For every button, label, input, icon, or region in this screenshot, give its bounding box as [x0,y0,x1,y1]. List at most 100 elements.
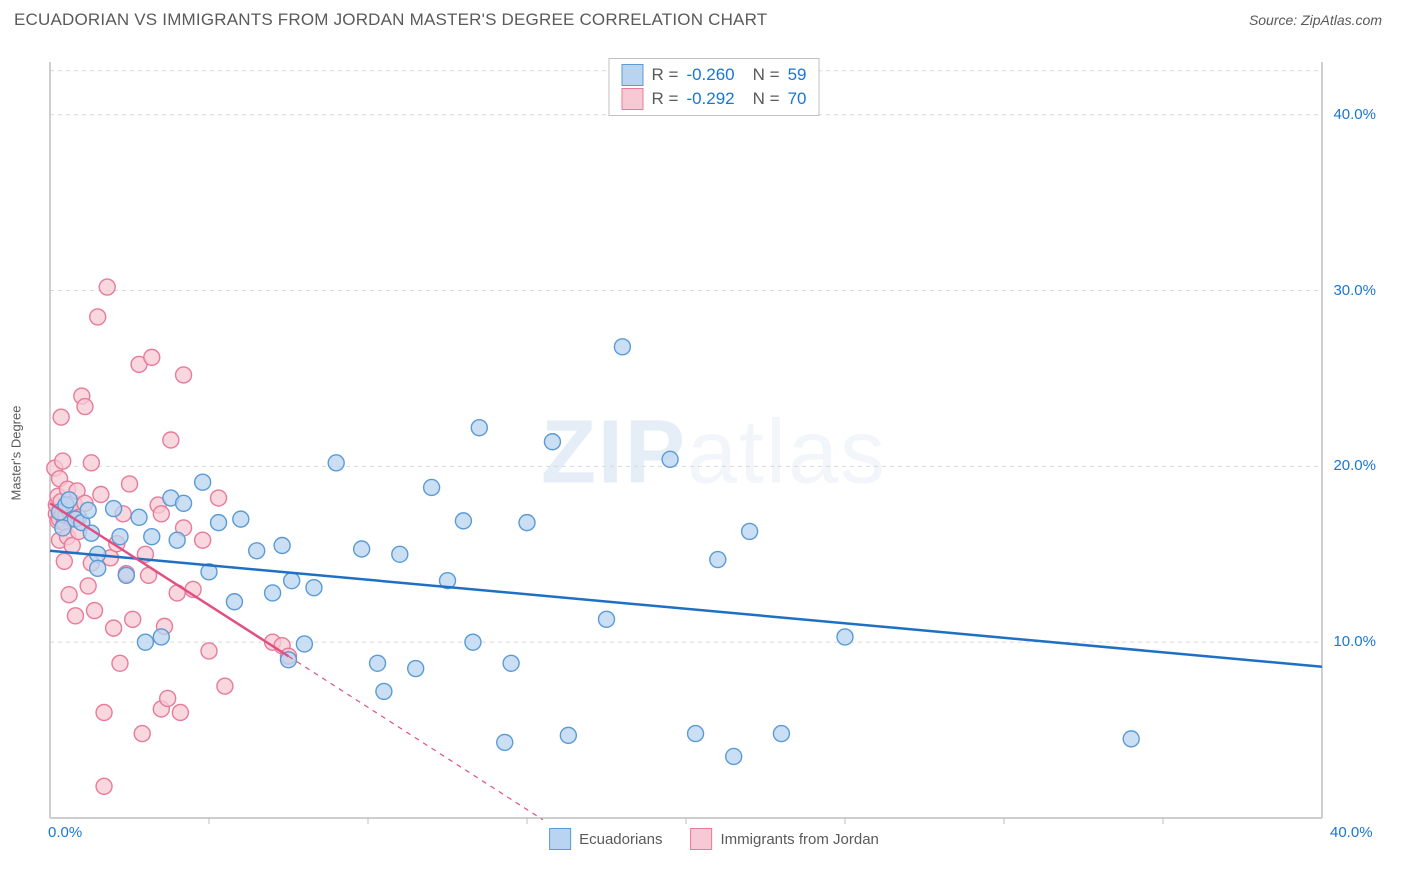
point-ecuadorians [226,594,242,610]
point-ecuadorians [614,339,630,355]
point-ecuadorians [497,734,513,750]
y-tick-label: 20.0% [1333,457,1376,474]
point-ecuadorians [265,585,281,601]
series-legend: Ecuadorians Immigrants from Jordan [549,828,879,850]
point-ecuadorians [599,611,615,627]
point-immigrants-from-jordan [56,553,72,569]
point-ecuadorians [176,495,192,511]
point-immigrants-from-jordan [80,578,96,594]
point-ecuadorians [710,552,726,568]
legend-row-ecuadorians: R = -0.260 N = 59 [622,63,807,87]
point-ecuadorians [392,546,408,562]
point-immigrants-from-jordan [67,608,83,624]
point-immigrants-from-jordan [93,487,109,503]
point-immigrants-from-jordan [201,643,217,659]
point-immigrants-from-jordan [122,476,138,492]
point-immigrants-from-jordan [211,490,227,506]
correlation-legend: R = -0.260 N = 59 R = -0.292 N = 70 [609,58,820,116]
point-ecuadorians [688,726,704,742]
chart-title: ECUADORIAN VS IMMIGRANTS FROM JORDAN MAS… [14,10,767,30]
point-ecuadorians [112,529,128,545]
point-ecuadorians [144,529,160,545]
point-ecuadorians [249,543,265,559]
point-immigrants-from-jordan [172,705,188,721]
point-ecuadorians [519,515,535,531]
point-ecuadorians [560,727,576,743]
point-ecuadorians [118,567,134,583]
point-immigrants-from-jordan [112,655,128,671]
point-immigrants-from-jordan [176,367,192,383]
swatch-ecuadorians [549,828,571,850]
r-value-jordan: -0.292 [686,87,734,111]
swatch-jordan [691,828,713,850]
legend-label-ecuadorians: Ecuadorians [579,831,662,848]
n-value-ecuadorians: 59 [788,63,807,87]
point-ecuadorians [424,479,440,495]
point-ecuadorians [233,511,249,527]
point-ecuadorians [61,492,77,508]
y-axis-label: Master's Degree [9,406,24,501]
point-ecuadorians [306,580,322,596]
point-immigrants-from-jordan [134,726,150,742]
source-attribution: Source: ZipAtlas.com [1249,12,1382,28]
n-label: N = [753,87,780,111]
point-ecuadorians [662,451,678,467]
point-ecuadorians [296,636,312,652]
point-immigrants-from-jordan [144,349,160,365]
chart-area: Master's Degree ZIPatlas R = -0.260 N = … [46,58,1382,848]
point-ecuadorians [354,541,370,557]
r-label: R = [652,87,679,111]
point-ecuadorians [471,420,487,436]
point-ecuadorians [726,748,742,764]
point-ecuadorians [274,537,290,553]
point-immigrants-from-jordan [125,611,141,627]
swatch-jordan [622,88,644,110]
point-ecuadorians [376,683,392,699]
point-ecuadorians [137,634,153,650]
y-tick-label: 10.0% [1333,633,1376,650]
point-ecuadorians [408,661,424,677]
point-immigrants-from-jordan [153,506,169,522]
point-ecuadorians [195,474,211,490]
scatter-plot [46,58,1382,848]
point-immigrants-from-jordan [160,690,176,706]
point-immigrants-from-jordan [53,409,69,425]
point-ecuadorians [370,655,386,671]
point-ecuadorians [773,726,789,742]
point-immigrants-from-jordan [195,532,211,548]
point-immigrants-from-jordan [83,455,99,471]
x-tick-label: 40.0% [1330,824,1373,841]
point-ecuadorians [742,523,758,539]
regression-line [50,551,1322,667]
point-immigrants-from-jordan [61,587,77,603]
x-tick-label: 0.0% [48,824,82,841]
point-ecuadorians [328,455,344,471]
point-immigrants-from-jordan [55,453,71,469]
point-immigrants-from-jordan [87,603,103,619]
point-ecuadorians [284,573,300,589]
point-ecuadorians [544,434,560,450]
point-immigrants-from-jordan [106,620,122,636]
point-ecuadorians [80,502,96,518]
legend-label-jordan: Immigrants from Jordan [721,831,879,848]
n-label: N = [753,63,780,87]
y-tick-label: 40.0% [1333,106,1376,123]
point-ecuadorians [1123,731,1139,747]
point-immigrants-from-jordan [163,432,179,448]
swatch-ecuadorians [622,64,644,86]
point-ecuadorians [281,652,297,668]
point-ecuadorians [90,560,106,576]
point-immigrants-from-jordan [99,279,115,295]
point-ecuadorians [153,629,169,645]
point-immigrants-from-jordan [90,309,106,325]
point-ecuadorians [837,629,853,645]
point-ecuadorians [503,655,519,671]
point-immigrants-from-jordan [96,778,112,794]
r-value-ecuadorians: -0.260 [686,63,734,87]
header: ECUADORIAN VS IMMIGRANTS FROM JORDAN MAS… [0,0,1406,36]
point-immigrants-from-jordan [217,678,233,694]
n-value-jordan: 70 [788,87,807,111]
point-ecuadorians [465,634,481,650]
legend-row-jordan: R = -0.292 N = 70 [622,87,807,111]
point-ecuadorians [131,509,147,525]
